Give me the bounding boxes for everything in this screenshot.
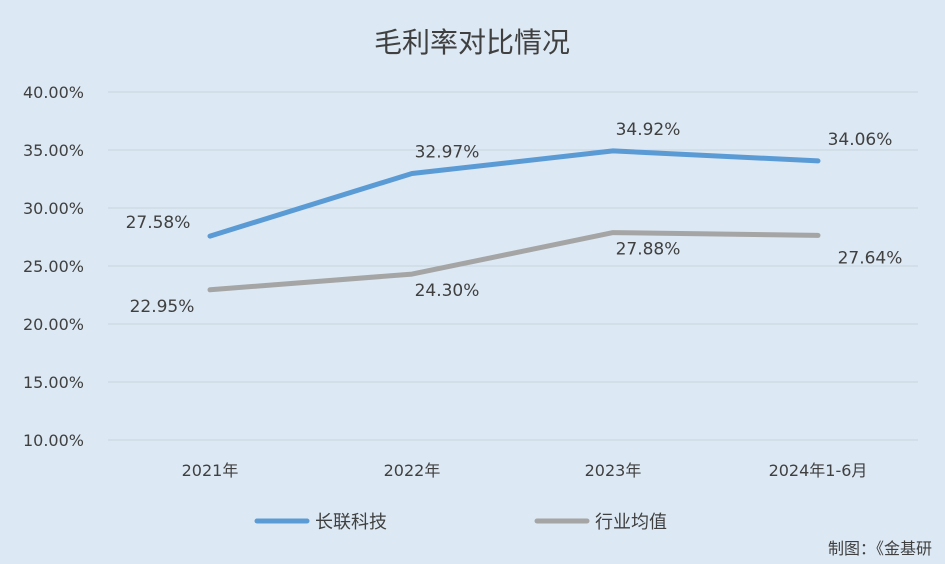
y-tick-label: 40.00% xyxy=(23,83,84,102)
chart-credit: 制图：《金基研 xyxy=(828,539,932,558)
x-tick-label: 2023年 xyxy=(585,461,642,480)
series-line-1 xyxy=(207,148,821,239)
x-tick-label: 2024年1-6月 xyxy=(769,461,868,480)
data-label: 32.97% xyxy=(415,143,480,163)
legend: 长联科技 行业均值 xyxy=(254,512,667,533)
y-axis-ticks: 40.00% 35.00% 30.00% 25.00% 20.00% 15.00% 10.0… xyxy=(23,83,84,450)
series-lines xyxy=(207,148,821,293)
chart-title: 毛利率对比情况 xyxy=(374,26,570,59)
legend-label: 长联科技 xyxy=(315,512,387,533)
x-axis-ticks: 2021年 2022年 2023年 2024年1-6月 xyxy=(182,461,868,480)
data-labels: 27.58% 32.97% 34.92% 34.06% 22.95% 24.30% 27.8… xyxy=(126,120,903,317)
gridlines xyxy=(108,91,918,441)
y-tick-label: 25.00% xyxy=(23,257,84,276)
data-label: 34.92% xyxy=(616,120,681,140)
data-label: 27.58% xyxy=(126,213,191,233)
data-label: 27.64% xyxy=(838,248,903,268)
y-tick-label: 35.00% xyxy=(23,141,84,160)
data-label: 22.95% xyxy=(130,297,195,317)
series-line-2 xyxy=(207,230,821,293)
x-tick-label: 2021年 xyxy=(182,461,239,480)
y-tick-label: 15.00% xyxy=(23,373,84,392)
y-tick-label: 20.00% xyxy=(23,315,84,334)
data-label: 34.06% xyxy=(828,130,893,150)
data-label: 27.88% xyxy=(616,240,681,260)
data-label: 24.30% xyxy=(415,281,480,301)
x-tick-label: 2022年 xyxy=(384,461,441,480)
legend-label: 行业均值 xyxy=(595,512,667,533)
y-tick-label: 30.00% xyxy=(23,199,84,218)
y-tick-label: 10.00% xyxy=(23,431,84,450)
